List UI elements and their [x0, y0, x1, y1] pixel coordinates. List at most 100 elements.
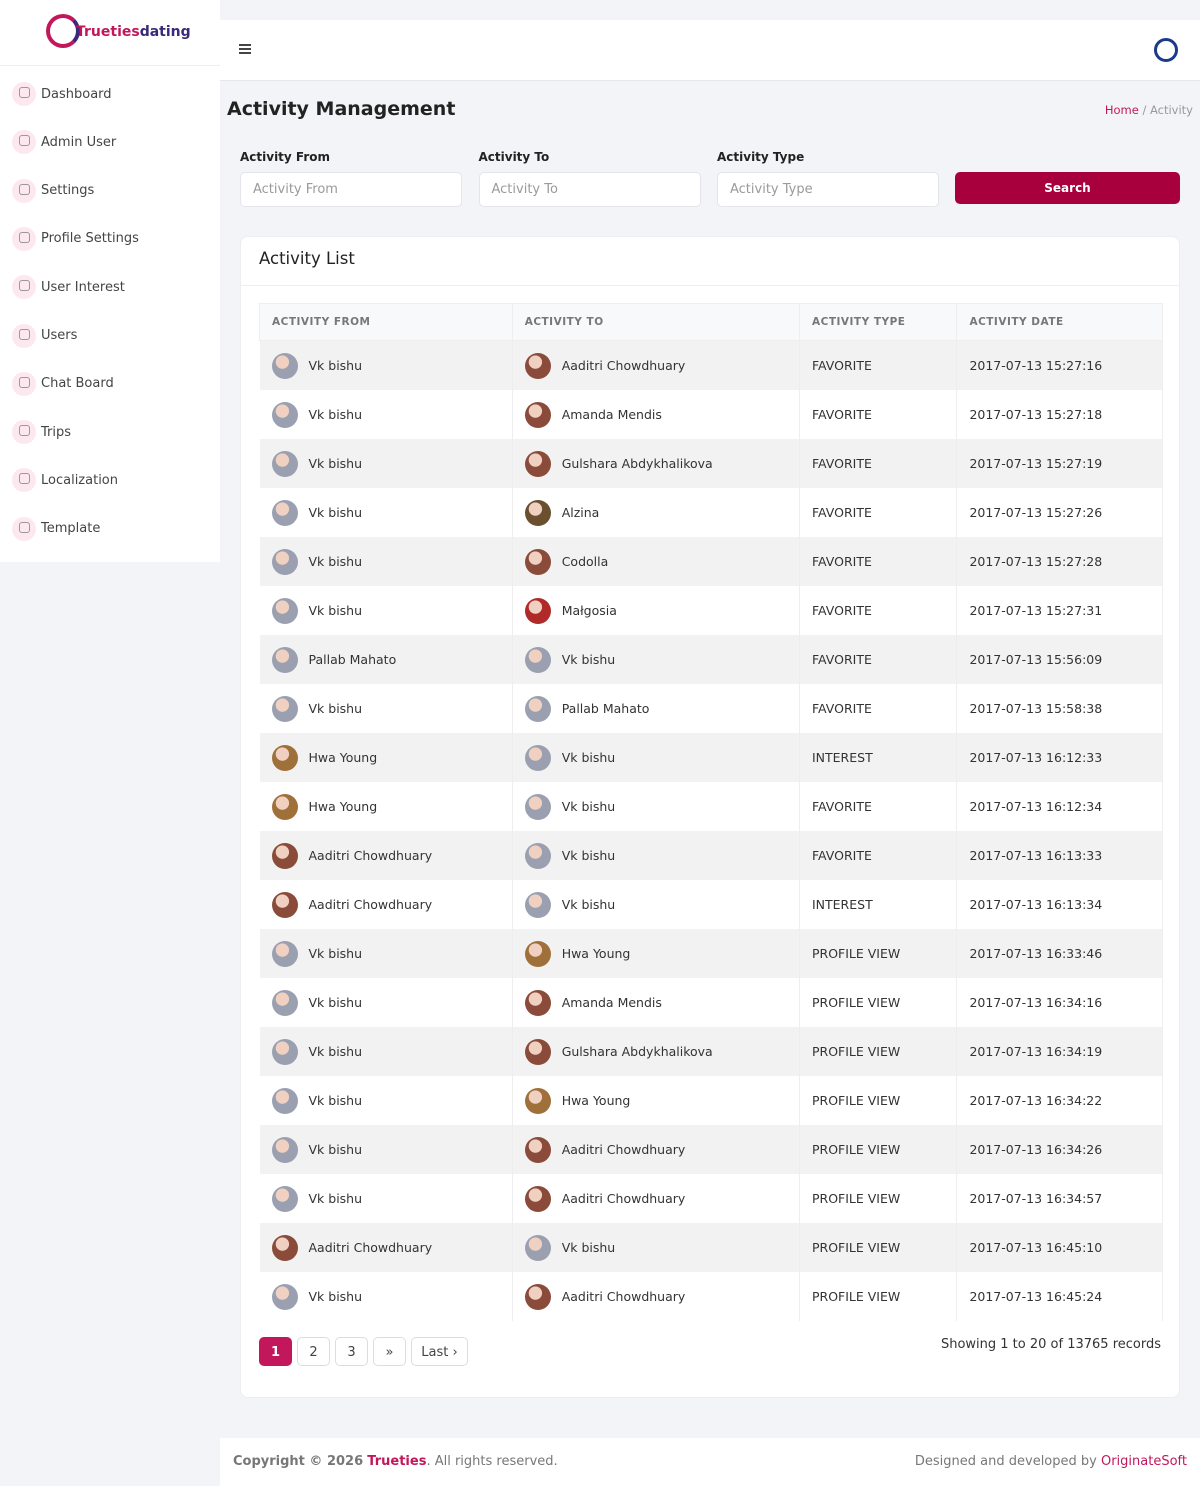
- table-row: Vk bishu Hwa Young PROFILE VIEW 2017-07-13 …: [259, 929, 1163, 978]
- column-header: ACTIVITY TO: [511, 303, 800, 341]
- menu-icon: [12, 323, 36, 348]
- activity-type: PROFILE VIEW: [811, 1240, 901, 1255]
- filter-input[interactable]: Activity To: [478, 172, 701, 207]
- table-cell: Gulshara Abdykhalikova: [512, 1027, 800, 1076]
- page-button[interactable]: 3: [335, 1337, 368, 1366]
- activity-type: PROFILE VIEW: [811, 1093, 901, 1108]
- menu-item[interactable]: Profile Settings: [12, 226, 139, 251]
- menu-item[interactable]: Localization: [12, 468, 118, 493]
- card: Activity List ACTIVITY FROM ACTIVITY TO AC…: [240, 236, 1180, 1398]
- table-cell: Vk bishu: [512, 733, 800, 782]
- menu-item[interactable]: Template: [12, 516, 101, 541]
- menu-item[interactable]: Settings: [12, 178, 94, 203]
- person: Aaditri Chowdhuary: [271, 891, 512, 918]
- filter-input[interactable]: Activity From: [240, 172, 462, 207]
- menu-item[interactable]: Chat Board: [12, 371, 114, 396]
- person-name: Hwa Young: [308, 799, 378, 814]
- credits-link[interactable]: OriginateSoft: [1100, 1454, 1187, 1469]
- table-cell: Vk bishu: [512, 880, 800, 929]
- table-cell: 2017-07-13 16:34:57: [956, 1174, 1163, 1223]
- activity-date: 2017-07-13 16:12:33: [969, 750, 1103, 765]
- table-cell: Aaditri Chowdhuary: [259, 831, 513, 880]
- records-summary: Showing 1 to 20 of 13765 records: [940, 1337, 1161, 1352]
- table-cell: PROFILE VIEW: [799, 1223, 958, 1272]
- table-cell: Aaditri Chowdhuary: [512, 340, 800, 390]
- table-cell: Vk bishu: [259, 340, 513, 390]
- person-name: Vk bishu: [561, 750, 616, 765]
- menu-item[interactable]: Trips: [12, 420, 71, 445]
- activity-type: INTEREST: [811, 750, 873, 765]
- search-button[interactable]: Search: [955, 172, 1180, 204]
- activity-type: PROFILE VIEW: [811, 1142, 901, 1157]
- person-name: Hwa Young: [561, 1093, 631, 1108]
- footer: Copyright © 2026 Trueties. All rights re…: [220, 1438, 1200, 1486]
- avatar: [271, 1234, 298, 1261]
- logo[interactable]: Truetiesdating: [76, 24, 191, 40]
- menu-icon: [12, 82, 36, 106]
- menu-label: Template: [41, 521, 101, 537]
- filter-input[interactable]: Activity Type: [717, 172, 939, 207]
- activity-type: FAVORITE: [811, 407, 872, 422]
- table-cell: Vk bishu: [259, 390, 513, 439]
- brand-link[interactable]: Trueties: [367, 1454, 427, 1469]
- table-cell: 2017-07-13 16:13:34: [956, 880, 1163, 929]
- copyright-text: Copyright © 2026: [233, 1454, 364, 1469]
- person: Vk bishu: [271, 352, 512, 379]
- avatar: [524, 989, 551, 1016]
- menu-toggle[interactable]: [239, 44, 251, 54]
- person-name: Vk bishu: [308, 946, 363, 961]
- menu-item[interactable]: Dashboard: [12, 82, 112, 106]
- page-button[interactable]: Last ›: [411, 1337, 468, 1366]
- table-row: Vk bishu Hwa Young PROFILE VIEW 2017-07-13 …: [259, 1076, 1163, 1125]
- activity-type: FAVORITE: [811, 603, 872, 618]
- person-name: Vk bishu: [561, 652, 616, 667]
- menu-label: User Interest: [41, 279, 125, 295]
- avatar: [271, 695, 298, 722]
- menu-label: Admin User: [41, 134, 117, 150]
- menu-item[interactable]: Users: [12, 323, 77, 348]
- activity-date: 2017-07-13 16:33:46: [969, 946, 1103, 961]
- person: Hwa Young: [271, 793, 512, 820]
- menu-item[interactable]: User Interest: [12, 275, 125, 300]
- avatar: [524, 646, 551, 673]
- table-row: Aaditri Chowdhuary Vk bishu INTEREST 2017-0…: [259, 880, 1163, 929]
- person: Vk bishu: [271, 989, 512, 1016]
- table-cell: Aaditri Chowdhuary: [512, 1272, 800, 1321]
- menu-icon: [12, 226, 36, 251]
- sidebar: Truetiesdating Dashboard Admin User Settin…: [0, 0, 220, 562]
- person-name: Vk bishu: [561, 897, 616, 912]
- table-cell: FAVORITE: [799, 439, 958, 488]
- menu-item[interactable]: Admin User: [12, 130, 117, 155]
- person: Małgosia: [524, 597, 799, 624]
- person: Pallab Mahato: [271, 646, 512, 673]
- avatar: [524, 793, 551, 820]
- person-name: Amanda Mendis: [561, 995, 662, 1010]
- breadcrumb-link[interactable]: Home: [1104, 103, 1139, 117]
- person: Vk bishu: [524, 744, 799, 771]
- table-cell: Vk bishu: [259, 1027, 513, 1076]
- table-row: Vk bishu Pallab Mahato FAVORITE 2017-07-13 …: [259, 684, 1163, 733]
- activity-date: 2017-07-13 15:58:38: [969, 701, 1103, 716]
- page-button[interactable]: »: [373, 1337, 406, 1366]
- menu-label: Localization: [41, 472, 118, 488]
- activity-type: FAVORITE: [811, 554, 872, 569]
- menu-label: Chat Board: [41, 376, 114, 392]
- settings-icon[interactable]: [1154, 38, 1178, 62]
- table-cell: Hwa Young: [512, 1076, 800, 1125]
- person: Vk bishu: [271, 940, 512, 967]
- table-cell: PROFILE VIEW: [799, 978, 958, 1027]
- page-button[interactable]: 2: [297, 1337, 330, 1366]
- activity-type: PROFILE VIEW: [811, 946, 901, 961]
- person-name: Vk bishu: [561, 799, 616, 814]
- avatar: [271, 548, 298, 575]
- avatar: [524, 450, 551, 477]
- person: Vk bishu: [524, 891, 799, 918]
- page-button[interactable]: 1: [259, 1337, 292, 1366]
- table-cell: 2017-07-13 16:12:33: [956, 733, 1163, 782]
- activity-type: PROFILE VIEW: [811, 1289, 901, 1304]
- table-cell: 2017-07-13 16:34:22: [956, 1076, 1163, 1125]
- avatar: [524, 401, 551, 428]
- table-cell: PROFILE VIEW: [799, 929, 958, 978]
- avatar: [524, 940, 551, 967]
